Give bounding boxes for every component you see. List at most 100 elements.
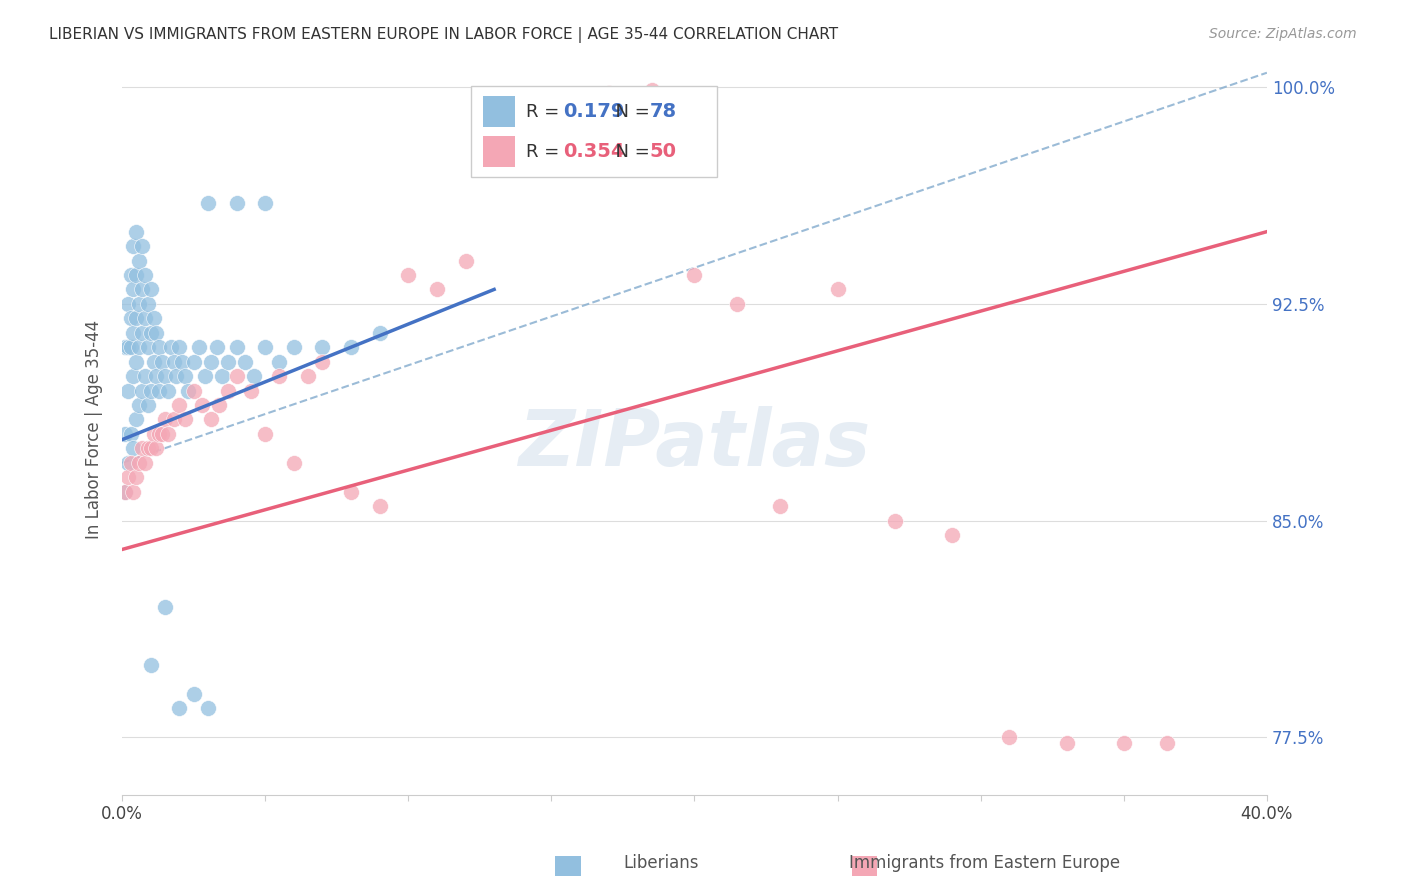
Point: [131, 384, 153, 398]
Text: Liberians: Liberians: [623, 855, 699, 872]
Point: [117, 297, 139, 311]
Point: [142, 354, 165, 368]
Point: [122, 239, 145, 253]
Point: [134, 456, 156, 470]
Point: [162, 354, 184, 368]
Point: [156, 426, 179, 441]
Point: [150, 426, 173, 441]
Text: R =: R =: [526, 143, 565, 161]
Point: [122, 326, 145, 340]
Point: [122, 442, 145, 456]
Text: R =: R =: [526, 103, 565, 120]
Point: [128, 456, 150, 470]
Point: [340, 484, 363, 499]
Point: [200, 412, 222, 426]
Point: [254, 195, 277, 210]
Point: [217, 384, 239, 398]
Point: [148, 426, 170, 441]
Point: [174, 369, 197, 384]
Point: [311, 354, 333, 368]
Point: [122, 282, 145, 296]
Point: [139, 384, 162, 398]
Point: [122, 369, 145, 384]
Point: [941, 528, 963, 542]
Point: [114, 484, 136, 499]
Point: [188, 340, 211, 354]
Point: [172, 354, 194, 368]
Point: [114, 484, 136, 499]
Point: [134, 268, 156, 282]
Point: [125, 225, 148, 239]
Point: [269, 369, 291, 384]
Point: [120, 340, 142, 354]
Text: 0.354: 0.354: [562, 143, 624, 161]
Point: [117, 384, 139, 398]
Point: [1056, 736, 1078, 750]
Point: [233, 354, 256, 368]
Point: [211, 369, 233, 384]
Point: [131, 282, 153, 296]
Point: [145, 369, 167, 384]
Point: [239, 384, 262, 398]
Point: [225, 195, 247, 210]
Point: [128, 340, 150, 354]
Point: [136, 398, 159, 412]
Point: [283, 340, 305, 354]
Point: [128, 297, 150, 311]
Text: N =: N =: [605, 103, 655, 120]
Text: Source: ZipAtlas.com: Source: ZipAtlas.com: [1209, 27, 1357, 41]
Point: [683, 268, 706, 282]
Point: [200, 354, 222, 368]
Point: [136, 442, 159, 456]
Point: [183, 354, 205, 368]
Text: N =: N =: [605, 143, 655, 161]
FancyBboxPatch shape: [471, 86, 717, 178]
Point: [117, 456, 139, 470]
Text: 78: 78: [650, 102, 676, 121]
Point: [139, 282, 162, 296]
Point: [640, 83, 662, 97]
Point: [128, 253, 150, 268]
Point: [1156, 736, 1178, 750]
Point: [998, 731, 1021, 745]
Point: [120, 456, 142, 470]
Point: [242, 369, 264, 384]
Point: [136, 340, 159, 354]
Point: [153, 369, 176, 384]
Text: LIBERIAN VS IMMIGRANTS FROM EASTERN EUROPE IN LABOR FORCE | AGE 35-44 CORRELATIO: LIBERIAN VS IMMIGRANTS FROM EASTERN EURO…: [49, 27, 838, 43]
Y-axis label: In Labor Force | Age 35-44: In Labor Force | Age 35-44: [86, 320, 103, 539]
Point: [114, 426, 136, 441]
Point: [150, 354, 173, 368]
Point: [311, 340, 333, 354]
Point: [208, 398, 231, 412]
Text: 50: 50: [650, 143, 676, 161]
Point: [139, 658, 162, 673]
Point: [153, 600, 176, 615]
Point: [197, 701, 219, 715]
Point: [191, 398, 214, 412]
Point: [883, 514, 905, 528]
Point: [169, 398, 191, 412]
Point: [368, 326, 391, 340]
Point: [120, 426, 142, 441]
Point: [136, 297, 159, 311]
Text: Immigrants from Eastern Europe: Immigrants from Eastern Europe: [849, 855, 1119, 872]
Point: [225, 369, 247, 384]
Point: [156, 384, 179, 398]
Point: [169, 340, 191, 354]
FancyBboxPatch shape: [482, 136, 515, 167]
Point: [159, 340, 181, 354]
Point: [114, 340, 136, 354]
Point: [142, 426, 165, 441]
Point: [125, 412, 148, 426]
Point: [125, 268, 148, 282]
Point: [297, 369, 319, 384]
Point: [174, 412, 197, 426]
Point: [131, 326, 153, 340]
Point: [131, 239, 153, 253]
Point: [145, 442, 167, 456]
Point: [454, 253, 477, 268]
Point: [183, 687, 205, 701]
Point: [125, 311, 148, 326]
Point: [598, 86, 620, 100]
